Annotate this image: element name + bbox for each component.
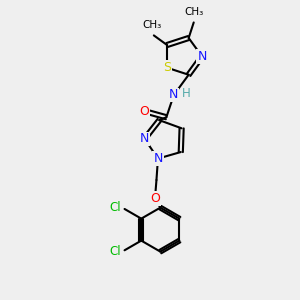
- Text: H: H: [182, 87, 191, 100]
- Text: O: O: [150, 192, 160, 205]
- Text: O: O: [139, 105, 149, 119]
- Text: S: S: [163, 61, 171, 74]
- Text: Cl: Cl: [110, 245, 121, 258]
- Text: CH₃: CH₃: [184, 7, 203, 17]
- Text: N: N: [153, 152, 163, 165]
- Text: CH₃: CH₃: [143, 20, 162, 30]
- Text: N: N: [169, 88, 178, 101]
- Text: N: N: [197, 50, 207, 63]
- Text: N: N: [140, 132, 149, 146]
- Text: Cl: Cl: [110, 201, 121, 214]
